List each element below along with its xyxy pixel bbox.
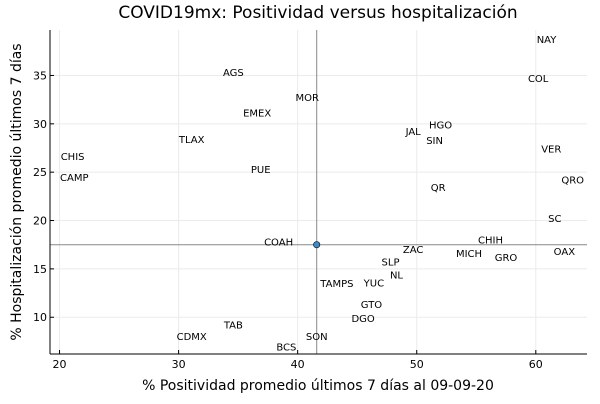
x-tick-label: 30 (172, 358, 186, 371)
point-label: MICH (456, 249, 482, 260)
point-label: TLAX (178, 135, 205, 146)
point-label: CHIH (478, 235, 503, 246)
point-label: QR (431, 183, 446, 194)
y-tick-label: 20 (33, 215, 47, 228)
chart-title: COVID19mx: Positividad versus hospitaliz… (118, 3, 517, 23)
mean-point-group (313, 241, 321, 249)
point-label: MOR (295, 93, 318, 104)
mean-point (313, 241, 321, 249)
point-label: AGS (223, 68, 244, 79)
point-label: OAX (554, 247, 576, 258)
point-label: CDMX (177, 332, 207, 343)
point-label: TAMPS (319, 279, 353, 290)
axes: 20 30 40 50 60 10 15 20 25 30 35 (33, 30, 587, 371)
grid (50, 30, 587, 354)
x-tick-label: 50 (410, 358, 424, 371)
x-axis-label: % Positividad promedio últimos 7 días al… (142, 378, 494, 394)
point-label: SLP (382, 258, 400, 269)
y-tick-label: 35 (33, 69, 47, 82)
point-label: GTO (361, 300, 383, 311)
y-tick-label: 10 (33, 311, 47, 324)
y-tick-label: 30 (33, 118, 47, 131)
point-label: CAMP (60, 173, 88, 184)
x-tick-label: 20 (53, 358, 67, 371)
x-tick-label: 60 (529, 358, 543, 371)
y-tick-label: 15 (33, 263, 47, 276)
point-label: PUE (251, 165, 271, 176)
point-label: DGO (351, 314, 374, 325)
point-label: COL (528, 74, 549, 85)
point-labels: NAY COL AGS MOR EMEX HGO JAL SIN TLAX VER CHIS CAMP… (60, 35, 584, 354)
point-label: YUC (363, 278, 384, 289)
point-label: HGO (429, 120, 452, 131)
point-label: VER (541, 144, 561, 155)
point-label: SIN (426, 136, 443, 147)
point-label: TAB (223, 320, 243, 331)
point-label: EMEX (243, 109, 271, 120)
point-label: GRO (495, 253, 518, 264)
point-label: QRO (561, 175, 584, 186)
point-label: ZAC (403, 245, 424, 256)
point-label: COAH (264, 237, 293, 248)
point-label: NAY (537, 35, 558, 46)
point-label: SC (548, 214, 561, 225)
y-tick-label: 25 (33, 166, 47, 179)
point-label: NL (390, 271, 403, 282)
y-axis-label: % Hospitalización promedio últimos 7 día… (9, 43, 25, 340)
point-label: CHIS (61, 152, 85, 163)
reference-lines (50, 30, 587, 354)
point-label: JAL (405, 127, 422, 138)
x-tick-label: 40 (291, 358, 305, 371)
point-label: BCS (276, 343, 296, 354)
point-label: SON (306, 332, 328, 343)
